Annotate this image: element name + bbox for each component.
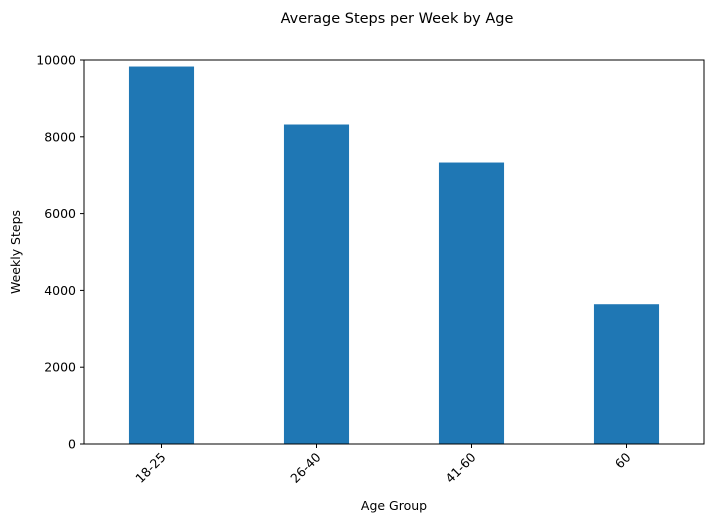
x-tick-label: 26-40 — [287, 449, 323, 485]
y-tick-label: 4000 — [44, 283, 76, 298]
x-tick-label: 18-25 — [132, 450, 168, 486]
y-tick-label: 0 — [68, 437, 76, 452]
x-axis-label: Age Group — [361, 498, 427, 513]
y-axis-label: Weekly Steps — [8, 210, 23, 294]
plot-frame — [83, 59, 705, 445]
chart-title: Average Steps per Week by Age — [281, 11, 514, 27]
x-tick-label: 41-60 — [442, 449, 478, 485]
y-tick-label: 10000 — [36, 53, 76, 68]
bar-18-25 — [128, 66, 195, 444]
y-tick-label: 2000 — [44, 360, 76, 375]
y-tick-label: 6000 — [44, 206, 76, 221]
bar-41-60 — [438, 162, 505, 444]
x-axis-ticks: 18-25 26-40 41-60 60 — [132, 444, 634, 486]
x-tick-label: 60 — [612, 449, 634, 471]
bar-26-40 — [283, 124, 350, 444]
bar-60 — [593, 304, 660, 444]
y-tick-label: 8000 — [44, 129, 76, 144]
y-axis-ticks: 0 2000 4000 6000 8000 10000 — [36, 53, 84, 452]
bars-layer — [128, 66, 660, 444]
